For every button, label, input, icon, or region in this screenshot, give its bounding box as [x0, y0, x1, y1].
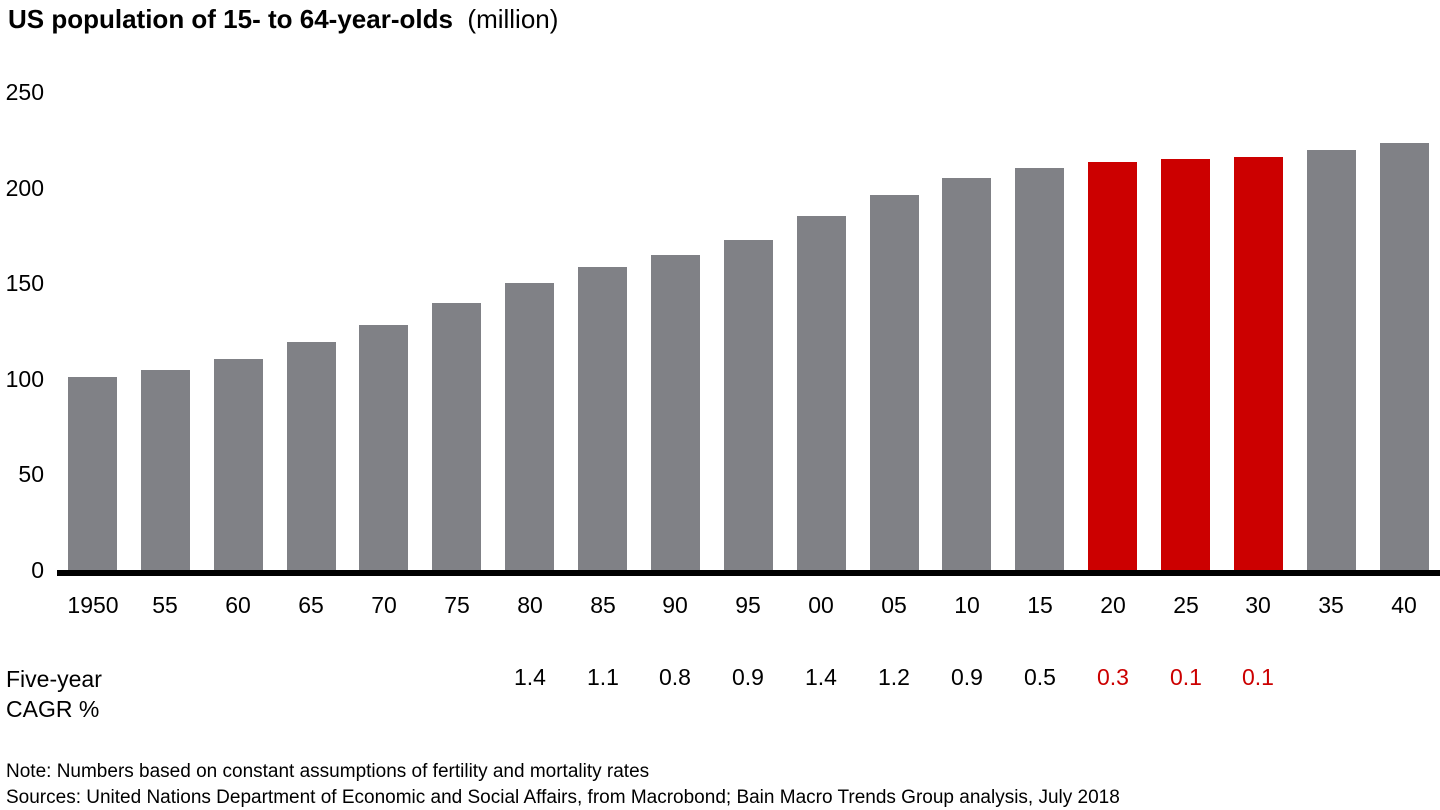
- footnotes: Note: Numbers based on constant assumpti…: [6, 759, 1120, 810]
- cagr-value-25: 0.1: [1170, 664, 1202, 690]
- chart-title-main: US population of 15- to 64-year-olds: [8, 4, 453, 34]
- chart-title-unit-text: (million): [467, 4, 559, 34]
- cagr-row-label-line1: Five-year: [6, 666, 102, 692]
- cagr-value-30: 0.1: [1242, 664, 1274, 690]
- cagr-value-90: 0.8: [659, 664, 691, 690]
- x-axis-tick-60: 60: [225, 592, 251, 618]
- bar-40: [1380, 143, 1429, 570]
- cagr-value-00: 1.4: [805, 664, 837, 690]
- cagr-value-15: 0.5: [1024, 664, 1056, 690]
- x-axis-tick-1950: 1950: [67, 592, 119, 618]
- bar-55: [141, 370, 190, 570]
- bar-75: [432, 303, 481, 570]
- bar-00: [797, 216, 846, 570]
- x-axis-tick-40: 40: [1391, 592, 1417, 618]
- y-axis-tick-100: 100: [5, 365, 44, 392]
- bar-80: [505, 283, 554, 570]
- x-axis-tick-10: 10: [954, 592, 980, 618]
- cagr-value-95: 0.9: [732, 664, 764, 690]
- bar-10: [942, 178, 991, 570]
- bar-60: [214, 359, 263, 570]
- x-axis-tick-65: 65: [298, 592, 324, 618]
- x-axis-tick-75: 75: [444, 592, 470, 618]
- cagr-value-10: 0.9: [951, 664, 983, 690]
- bar-95: [724, 240, 773, 570]
- y-axis-tick-0: 0: [31, 557, 44, 583]
- x-axis-tick-80: 80: [517, 592, 543, 618]
- x-axis-tick-20: 20: [1100, 592, 1126, 618]
- x-axis-tick-95: 95: [735, 592, 761, 618]
- bar-1950: [68, 377, 117, 570]
- sources-text: Sources: United Nations Department of Ec…: [6, 787, 1120, 808]
- bar-30: [1234, 157, 1283, 570]
- cagr-row-label-line2: CAGR %: [6, 696, 100, 722]
- y-axis-tick-200: 200: [5, 174, 44, 201]
- cagr-row-label: Five-year CAGR %: [6, 664, 102, 724]
- x-axis-tick-25: 25: [1173, 592, 1199, 618]
- bar-15: [1015, 168, 1064, 570]
- bar-35: [1307, 150, 1356, 570]
- y-axis-tick-150: 150: [5, 270, 44, 297]
- bar-90: [651, 255, 700, 570]
- x-axis-tick-55: 55: [152, 592, 178, 618]
- x-axis-tick-35: 35: [1318, 592, 1344, 618]
- bar-70: [359, 325, 408, 570]
- cagr-value-80: 1.4: [514, 664, 546, 690]
- bar-85: [578, 267, 627, 570]
- y-axis-tick-250: 250: [5, 79, 44, 105]
- x-axis-tick-05: 05: [881, 592, 907, 618]
- cagr-value-05: 1.2: [878, 664, 910, 690]
- x-axis-tick-30: 30: [1245, 592, 1271, 618]
- chart-title: US population of 15- to 64-year-olds (mi…: [8, 4, 558, 35]
- cagr-value-20: 0.3: [1097, 664, 1129, 690]
- cagr-value-85: 1.1: [587, 664, 619, 690]
- bar-20: [1088, 162, 1137, 570]
- note-text: Note: Numbers based on constant assumpti…: [6, 761, 650, 782]
- y-axis-tick-50: 50: [18, 461, 44, 488]
- x-axis-tick-00: 00: [808, 592, 834, 618]
- x-axis-tick-90: 90: [662, 592, 688, 618]
- bar-65: [287, 342, 336, 570]
- x-axis-tick-70: 70: [371, 592, 397, 618]
- x-axis-tick-85: 85: [590, 592, 616, 618]
- bar-05: [870, 195, 919, 570]
- x-axis-tick-15: 15: [1027, 592, 1053, 618]
- x-axis-line: [57, 570, 1440, 576]
- bar-25: [1161, 159, 1210, 570]
